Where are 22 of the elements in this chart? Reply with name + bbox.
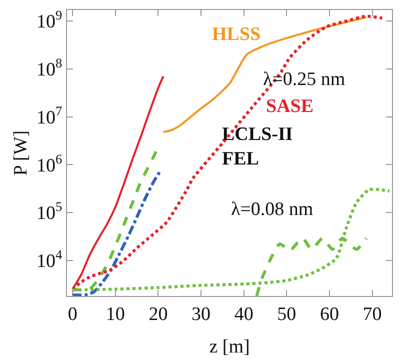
x-tick-label: 0 [68,304,78,325]
x-tick-label: 10 [106,304,125,325]
y-tick-label: 10$^{7}$ [36,103,63,128]
annotation: LCLS-II FEL [222,124,293,170]
series-label: SASE [266,96,314,117]
y-axis-title: P [W] [10,130,32,176]
y-tick-label: 10$^{4}$ [36,247,63,272]
y-tick-label: 10$^{5}$ [36,199,63,224]
x-tick-label: 70 [362,304,382,325]
x-axis-title: z [m] [209,336,250,358]
x-tick-label: 30 [192,304,211,325]
annotation: λ=0.25 nm [263,69,346,90]
x-tick-label: 40 [234,304,254,325]
line-series [71,169,162,296]
x-tick-label: 60 [320,304,339,325]
y-tick-label: 10$^{6}$ [36,151,63,176]
x-tick-label: 50 [277,304,296,325]
series-label: HLSS [212,24,261,45]
x-tick-label: 20 [148,304,168,325]
y-tick-label: 10$^{9}$ [36,8,63,33]
y-tick-label: 10$^{8}$ [36,56,63,81]
annotation: λ=0.08 nm [231,199,314,220]
